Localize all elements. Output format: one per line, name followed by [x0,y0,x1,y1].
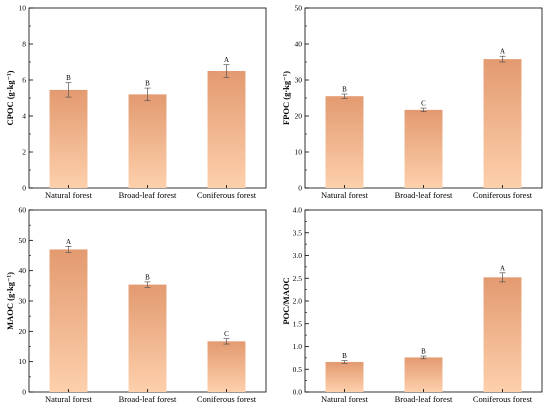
y-tick-label: 1.0 [293,342,303,351]
y-tick-label: 20 [19,327,27,336]
x-tick-label: Natural forest [45,190,93,200]
x-tick-label: Natural forest [321,394,369,404]
y-tick-label: 2 [22,148,26,157]
x-tick-label: Natural forest [45,394,93,404]
significance-letter: A [500,264,505,272]
y-tick-label: 0.0 [293,388,303,397]
y-tick-label: 3.0 [293,251,303,260]
bar [207,341,246,392]
significance-letter: C [224,330,229,338]
bar [483,277,522,392]
chart-panel-4: 0.0 0.5 1.0 1.5 2.0 2.5 3.0 3.5 4.0 POC/MAOC B Natu… [281,206,543,404]
y-tick-label: 10 [295,148,303,157]
chart-panel-1: 0 2 4 6 8 10 CPOC (g·kg⁻¹) B Natural forest B Broa… [5,4,267,200]
bar [404,109,443,188]
y-tick-label: 0.5 [293,365,303,374]
x-tick-label: Natural forest [321,190,369,200]
significance-letter: A [224,56,229,64]
bar [325,96,364,188]
y-tick-label: 0 [22,388,26,397]
bar [128,94,167,188]
significance-letter: C [421,100,426,108]
y-tick-label: 1.5 [293,319,303,328]
bar [49,249,88,392]
bar [404,357,443,392]
y-tick-label: 50 [19,236,27,245]
significance-letter: B [145,273,150,281]
y-tick-label: 8 [22,40,26,49]
x-tick-label: Coniferous forest [197,394,257,404]
chart-panel-3: 0 10 20 30 40 50 60 MAOC (g·kg⁻¹) A Natural fores… [5,206,267,404]
y-tick-label: 40 [19,266,27,275]
y-tick-label: 0 [298,184,302,193]
x-tick-label: Broad-leaf forest [395,190,453,200]
y-tick-label: 10 [19,357,27,366]
significance-letter: B [66,74,71,82]
x-tick-label: Coniferous forest [473,190,533,200]
y-axis-label: CPOC (g·kg⁻¹) [5,70,15,125]
y-tick-label: 10 [19,4,27,13]
y-tick-label: 2.5 [293,274,303,283]
y-tick-label: 40 [295,40,303,49]
significance-letter: B [342,352,347,360]
x-tick-label: Coniferous forest [197,190,257,200]
bar [325,361,364,392]
y-tick-label: 30 [295,76,303,85]
bar [207,71,246,188]
significance-letter: B [342,86,347,94]
y-tick-label: 4 [22,112,26,121]
y-axis-label: FPOC (g·kg⁻¹) [281,71,291,125]
y-tick-label: 3.5 [293,228,303,237]
x-tick-label: Coniferous forest [473,394,533,404]
chart-panel-2: 0 10 20 30 40 50 FPOC (g·kg⁻¹) B Natural forest C… [281,4,543,200]
y-tick-label: 50 [295,4,303,13]
y-axis-label: POC/MAOC [281,277,291,324]
significance-letter: B [421,348,426,356]
significance-letter: A [66,238,71,246]
y-tick-label: 20 [295,112,303,121]
y-tick-label: 2.0 [293,297,303,306]
y-tick-label: 4.0 [293,206,303,215]
y-axis-label: MAOC (g·kg⁻¹) [5,272,15,330]
x-tick-label: Broad-leaf forest [119,394,177,404]
bar [128,284,167,392]
significance-letter: A [500,48,505,56]
x-tick-label: Broad-leaf forest [395,394,453,404]
bar [483,59,522,189]
y-tick-label: 60 [19,206,27,215]
y-tick-label: 0 [22,184,26,193]
y-tick-label: 6 [22,76,26,85]
bar [49,89,88,188]
x-tick-label: Broad-leaf forest [119,190,177,200]
significance-letter: B [145,80,150,88]
y-tick-label: 30 [19,297,27,306]
